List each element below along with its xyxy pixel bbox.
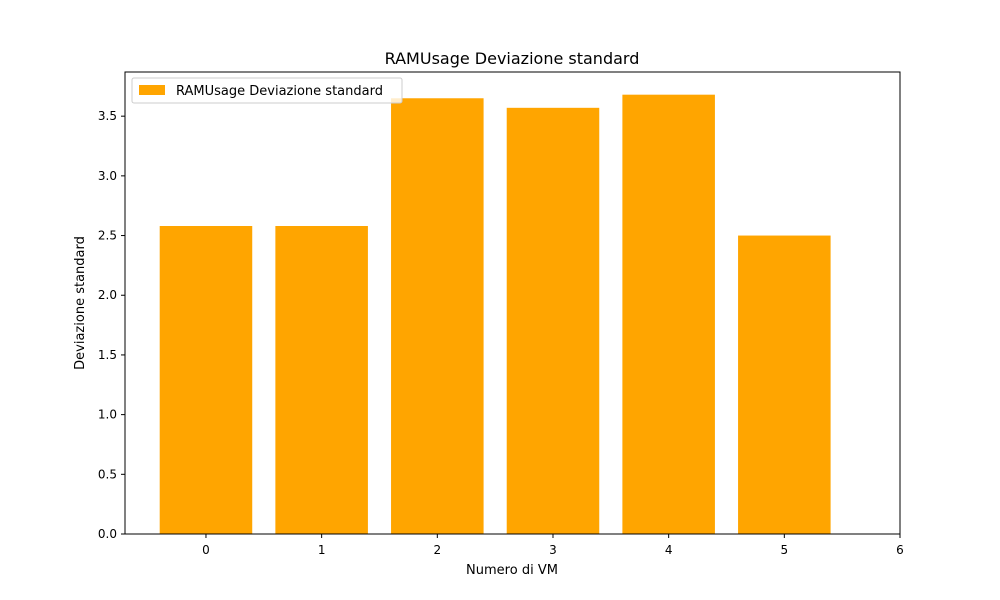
legend-swatch (139, 85, 165, 95)
x-axis-label: Numero di VM (466, 563, 558, 578)
legend-label: RAMUsage Deviazione standard (176, 84, 383, 99)
y-axis-label: Deviazione standard (73, 236, 88, 370)
bar-vm-3 (506, 107, 600, 534)
y-tick-label: 2.0 (98, 288, 117, 302)
x-tick-label: 0 (202, 543, 210, 557)
plot-frame (124, 71, 901, 535)
bar-vm-5 (738, 235, 831, 534)
bar-vm-4 (622, 94, 715, 535)
bar-vm-1 (275, 226, 368, 534)
y-tick-label: 3.0 (98, 169, 117, 183)
bar-vm-0 (159, 226, 253, 534)
y-tick-label: 2.5 (98, 229, 117, 243)
y-tick-label: 0.5 (98, 467, 117, 481)
bars-group (159, 94, 831, 535)
chart-title: RAMUsage Deviazione standard (385, 49, 640, 68)
legend-box (131, 77, 403, 104)
x-tick-label: 2 (433, 543, 441, 557)
y-tick-label: 1.5 (98, 348, 117, 362)
y-tick-label: 3.5 (98, 109, 117, 123)
x-axis-ticks: 0 1 2 3 4 5 6 (202, 534, 904, 557)
x-tick-label: 3 (549, 543, 557, 557)
bar-vm-2 (391, 98, 484, 535)
y-tick-label: 1.0 (98, 408, 117, 422)
x-tick-label: 1 (318, 543, 326, 557)
x-tick-label: 6 (896, 543, 904, 557)
x-tick-label: 4 (665, 543, 673, 557)
x-tick-label: 5 (781, 543, 789, 557)
y-tick-label: 0.0 (98, 527, 117, 541)
legend: RAMUsage Deviazione standard (131, 77, 403, 104)
y-axis-ticks: 0.0 0.5 1.0 1.5 2.0 2.5 3.0 3.5 (98, 109, 125, 541)
